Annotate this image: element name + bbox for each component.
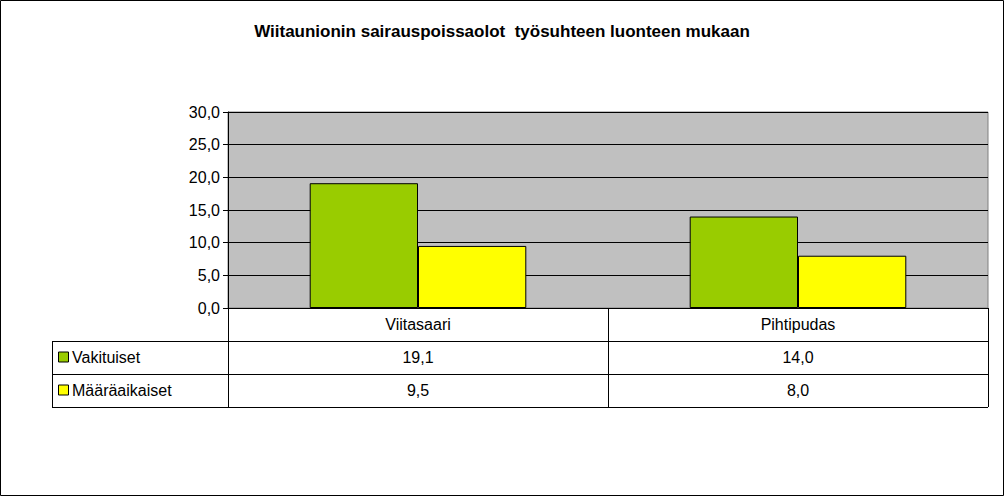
svg-text:19,1: 19,1 [402, 349, 433, 366]
svg-text:Viitasaari: Viitasaari [385, 316, 451, 333]
svg-text:5,0: 5,0 [198, 267, 220, 284]
svg-text:Määräaikaiset: Määräaikaiset [72, 382, 172, 399]
svg-text:0,0: 0,0 [198, 300, 220, 317]
svg-text:9,5: 9,5 [407, 382, 429, 399]
svg-text:8,0: 8,0 [787, 382, 809, 399]
svg-text:Wiitaunionin sairauspoissaolot: Wiitaunionin sairauspoissaolot työsuhtee… [254, 22, 750, 41]
svg-text:30,0: 30,0 [189, 104, 220, 121]
svg-text:Vakituiset: Vakituiset [72, 349, 141, 366]
svg-text:20,0: 20,0 [189, 169, 220, 186]
svg-text:Pihtipudas: Pihtipudas [761, 316, 836, 333]
svg-text:14,0: 14,0 [782, 349, 813, 366]
svg-text:10,0: 10,0 [189, 234, 220, 251]
svg-text:15,0: 15,0 [189, 202, 220, 219]
svg-text:25,0: 25,0 [189, 136, 220, 153]
